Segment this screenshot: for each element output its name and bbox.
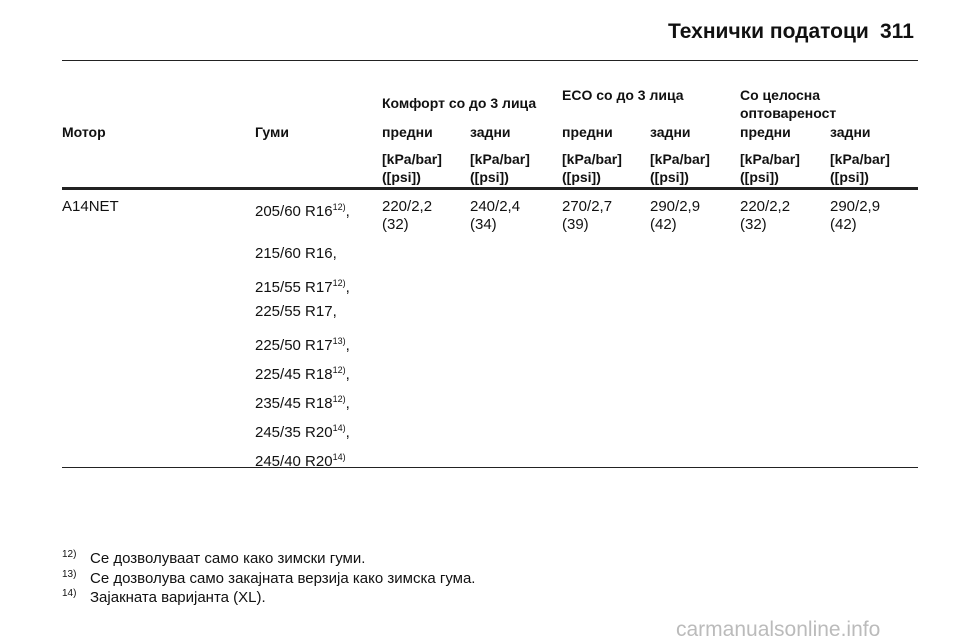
footnote-ref: 12) xyxy=(332,278,346,288)
column-header: Гуми xyxy=(255,124,289,140)
punctuation: , xyxy=(345,366,350,383)
tyre-size: 215/55 R17 xyxy=(255,279,333,296)
engine: A14NET xyxy=(62,198,119,215)
punctuation: , xyxy=(345,424,350,441)
unit-header: [kPa/bar] ([psi]) xyxy=(740,151,800,185)
footnote-ref: 13) xyxy=(332,336,346,346)
unit-header: [kPa/bar] ([psi]) xyxy=(382,151,442,185)
footnote-ref: 12) xyxy=(332,202,346,212)
tyre-size: 245/40 R20 xyxy=(255,453,333,470)
tyre: 245/40 R2014) xyxy=(255,448,346,471)
unit-header: [kPa/bar] ([psi]) xyxy=(830,151,890,185)
tyre: 235/45 R1812), xyxy=(255,390,350,413)
tyre-size: 225/45 R18 xyxy=(255,366,333,383)
group-header: Со целосна оптовареност xyxy=(740,87,837,121)
tyre: 215/55 R1712), xyxy=(255,274,350,297)
footnote-mark: 14) xyxy=(62,588,77,599)
title: Технички податоци xyxy=(668,20,869,43)
footnote-text: Зајакната варијанта (XL). xyxy=(90,589,266,606)
punctuation: , xyxy=(345,395,350,412)
column-header: задни xyxy=(650,124,691,140)
pressure: 270/2,7 (39) xyxy=(562,198,613,233)
rule xyxy=(62,467,918,468)
tyre-size: 245/35 R20 xyxy=(255,424,333,441)
tyre: 225/45 R1812), xyxy=(255,361,350,384)
punctuation: , xyxy=(345,203,350,220)
tyre-size: 205/60 R16 xyxy=(255,203,333,220)
footnote-text: Се дозволува само закајната верзија како… xyxy=(90,569,476,587)
footnote-text: Се дозволуваат само како зимски гуми. xyxy=(90,550,366,567)
rule xyxy=(62,60,918,61)
pressure: 240/2,4 (34) xyxy=(470,198,521,233)
page-number: 311 xyxy=(880,20,914,43)
column-header: предни xyxy=(382,124,433,140)
punctuation: , xyxy=(345,279,350,296)
tyre-size: 225/50 R17 xyxy=(255,337,333,354)
unit-header: [kPa/bar] ([psi]) xyxy=(470,151,530,185)
column-header: Мотор xyxy=(62,124,106,140)
pressure: 220/2,2 (32) xyxy=(740,198,791,233)
unit-header: [kPa/bar] ([psi]) xyxy=(650,151,710,185)
tyre-size: 235/45 R18 xyxy=(255,395,333,412)
column-header: предни xyxy=(740,124,791,140)
group-header: Комфорт со до 3 лица xyxy=(382,95,537,111)
unit-header: [kPa/bar] ([psi]) xyxy=(562,151,622,185)
tyre-size: 215/60 R16, xyxy=(255,245,337,262)
punctuation: , xyxy=(345,337,350,354)
rule xyxy=(62,187,918,190)
footnote-mark: 13) xyxy=(62,568,77,580)
tyre-size: 225/55 R17, xyxy=(255,303,337,320)
footnote-ref: 12) xyxy=(332,365,346,375)
column-header: предни xyxy=(562,124,613,140)
watermark: carmanualsonline.info xyxy=(676,618,881,641)
tyre: 245/35 R2014), xyxy=(255,419,350,442)
tyre: 225/55 R17, xyxy=(255,303,337,321)
tyre: 205/60 R1612), xyxy=(255,198,350,221)
tyre: 215/60 R16, xyxy=(255,245,337,263)
group-header: ECO со до 3 лица xyxy=(562,87,684,103)
pressure: 290/2,9 (42) xyxy=(830,198,881,233)
pressure: 220/2,2 (32) xyxy=(382,198,433,233)
footnote-mark: 12) xyxy=(62,549,77,560)
tyre: 225/50 R1713), xyxy=(255,332,350,355)
footnote-ref: 14) xyxy=(332,452,346,462)
column-header: задни xyxy=(830,124,871,140)
pressure: 290/2,9 (42) xyxy=(650,198,701,233)
footnote-ref: 12) xyxy=(332,394,346,404)
column-header: задни xyxy=(470,124,511,140)
footnote-ref: 14) xyxy=(332,423,346,433)
